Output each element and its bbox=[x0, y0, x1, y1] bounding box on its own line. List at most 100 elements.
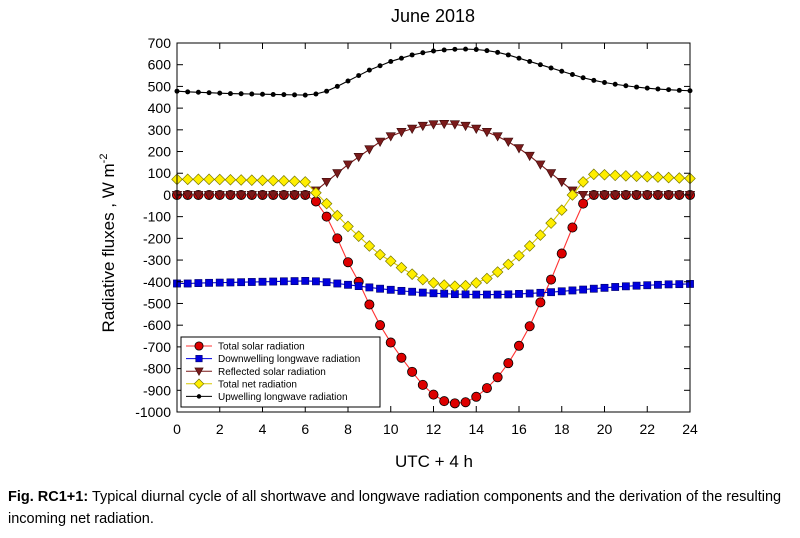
data-point bbox=[641, 170, 654, 183]
data-point bbox=[331, 209, 344, 222]
x-tick-label: 0 bbox=[173, 421, 181, 437]
data-point bbox=[610, 190, 621, 201]
series-total-net-radiation bbox=[171, 168, 696, 292]
data-point bbox=[270, 91, 276, 97]
y-tick-label: 300 bbox=[148, 122, 172, 138]
data-point bbox=[547, 288, 555, 297]
series-reflected-solar-radiation bbox=[171, 119, 696, 201]
data-point bbox=[310, 186, 322, 199]
legend-swatch-marker bbox=[194, 367, 204, 376]
legend-box bbox=[180, 336, 381, 408]
data-point bbox=[375, 320, 386, 331]
data-point bbox=[643, 281, 652, 290]
x-tick-label: 4 bbox=[259, 421, 267, 437]
data-point bbox=[545, 169, 557, 179]
data-point bbox=[460, 121, 471, 132]
caption-label: Fig. RC1+1: bbox=[8, 489, 89, 505]
legend-label: Downwelling longwave radiation bbox=[218, 354, 360, 365]
x-tick-label: 18 bbox=[554, 421, 570, 437]
y-axis-label: Radiative fluxes , W m-2 bbox=[98, 154, 118, 333]
data-point bbox=[217, 90, 223, 96]
data-point bbox=[516, 55, 522, 61]
data-point bbox=[224, 173, 237, 186]
data-point bbox=[269, 277, 278, 286]
data-point bbox=[634, 84, 640, 90]
y-tick-label: -200 bbox=[143, 230, 171, 246]
legend-swatch-marker bbox=[195, 355, 203, 363]
data-point bbox=[301, 276, 310, 285]
data-point bbox=[600, 283, 609, 292]
data-point bbox=[267, 174, 279, 187]
data-point bbox=[332, 169, 343, 179]
chart: June 2018 Radiative fluxes , W m-2 UTC +… bbox=[98, 6, 698, 471]
data-point bbox=[386, 285, 395, 294]
series-upwelling-longwave-radiation bbox=[174, 46, 693, 98]
y-tick-label: -800 bbox=[143, 361, 171, 377]
figure-caption: Fig. RC1+1: Typical diurnal cycle of all… bbox=[8, 486, 794, 530]
data-point bbox=[534, 229, 547, 241]
data-point bbox=[620, 190, 631, 201]
data-point bbox=[505, 52, 511, 58]
data-point bbox=[342, 220, 354, 233]
data-point bbox=[183, 279, 192, 288]
data-point bbox=[652, 190, 664, 201]
data-point bbox=[472, 290, 481, 299]
data-point bbox=[354, 282, 363, 291]
data-point bbox=[213, 173, 226, 186]
data-point bbox=[237, 278, 246, 287]
data-point bbox=[459, 279, 472, 292]
data-point bbox=[535, 160, 546, 170]
data-point bbox=[548, 65, 554, 71]
y-tick-label: 600 bbox=[148, 57, 172, 73]
data-point bbox=[591, 77, 597, 83]
data-point bbox=[580, 75, 586, 81]
y-tick-label: -300 bbox=[143, 252, 171, 268]
x-tick-label: 16 bbox=[511, 421, 527, 437]
data-point bbox=[566, 189, 579, 201]
data-point bbox=[268, 190, 279, 201]
data-point bbox=[246, 174, 258, 186]
data-point bbox=[281, 92, 287, 98]
y-tick-label: -400 bbox=[143, 274, 171, 290]
data-point bbox=[299, 176, 312, 188]
data-point bbox=[344, 280, 352, 289]
data-point bbox=[342, 160, 354, 170]
data-point bbox=[440, 289, 449, 298]
data-point bbox=[589, 284, 598, 293]
data-point bbox=[673, 172, 686, 184]
data-point bbox=[524, 321, 535, 332]
data-point bbox=[449, 398, 460, 409]
data-point bbox=[493, 290, 502, 299]
legend-entry: Reflected solar radiation bbox=[186, 367, 326, 378]
data-point bbox=[260, 91, 265, 97]
data-point bbox=[345, 78, 351, 84]
data-point bbox=[396, 352, 407, 363]
data-point bbox=[203, 173, 215, 186]
data-point bbox=[644, 85, 650, 91]
legend-label: Reflected solar radiation bbox=[218, 367, 326, 378]
x-tick-label: 6 bbox=[301, 421, 309, 437]
legend-label: Total solar radiation bbox=[218, 342, 305, 353]
data-point bbox=[420, 50, 426, 56]
data-point bbox=[535, 297, 546, 308]
data-point bbox=[417, 379, 428, 390]
x-tick-label: 8 bbox=[344, 421, 352, 437]
data-point bbox=[313, 91, 319, 97]
x-tick-label: 2 bbox=[216, 421, 224, 437]
data-point bbox=[675, 280, 684, 289]
data-point bbox=[481, 383, 492, 394]
svg-text:Radiative fluxes , W m-2: Radiative fluxes , W m-2 bbox=[98, 154, 118, 333]
data-point bbox=[365, 283, 374, 292]
y-tick-label: 700 bbox=[148, 35, 172, 51]
data-point bbox=[427, 277, 440, 289]
data-point bbox=[366, 67, 372, 73]
data-point bbox=[662, 171, 675, 184]
legend-label: Upwelling longwave radiation bbox=[218, 392, 348, 403]
caption-text: Typical diurnal cycle of all shortwave a… bbox=[8, 489, 782, 527]
data-point bbox=[407, 124, 418, 134]
data-point bbox=[674, 190, 685, 201]
x-axis-label: UTC + 4 h bbox=[395, 452, 473, 471]
y-tick-label: -1000 bbox=[135, 404, 171, 420]
legend-entry: Upwelling longwave radiation bbox=[186, 392, 348, 403]
data-point bbox=[407, 366, 418, 377]
